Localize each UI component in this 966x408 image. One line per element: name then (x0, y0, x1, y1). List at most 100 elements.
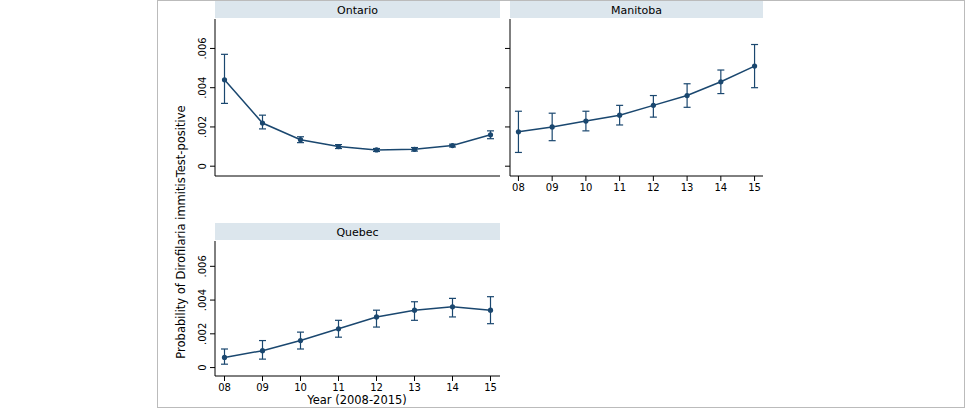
x-tick-label: 10 (580, 182, 593, 193)
marker (718, 79, 723, 84)
x-tick-label: 08 (512, 182, 525, 193)
y-tick (210, 48, 215, 49)
error-bar-cap (684, 83, 691, 84)
x-tick (754, 176, 755, 181)
error-bar (549, 113, 556, 140)
x-tick-label: 12 (647, 182, 660, 193)
error-bar (259, 115, 266, 129)
error-bar-cap (487, 130, 494, 131)
x-tick (490, 376, 491, 381)
marker (617, 113, 622, 118)
y-tick-label: .006 (197, 255, 208, 277)
panel: Quebec0.002.004.0060809101112131415 (197, 223, 500, 393)
marker (336, 326, 341, 331)
error-bar (751, 45, 758, 88)
error-bar (297, 137, 304, 143)
x-tick-label: 14 (446, 382, 459, 393)
x-tick (262, 376, 263, 381)
data-group (221, 297, 494, 365)
x-tick-label: 09 (546, 182, 559, 193)
chart: Ontario0.002.004.006Manitoba080910111213… (0, 0, 966, 408)
y-axis (215, 241, 216, 376)
error-bar-cap (221, 348, 228, 349)
y-tick (210, 126, 215, 127)
error-bar (259, 341, 266, 360)
error-bar-cap (259, 115, 266, 116)
y-tick (210, 266, 215, 267)
error-bar (411, 148, 418, 152)
y-tick (505, 166, 510, 167)
error-bar (411, 302, 418, 321)
x-tick (452, 376, 453, 381)
plot-area (510, 19, 763, 176)
marker (550, 124, 555, 129)
y-tick (210, 333, 215, 334)
x-tick-label: 12 (370, 382, 383, 393)
error-bar-cap (515, 152, 522, 153)
x-axis (215, 376, 500, 377)
x-axis-title: Year (2008-2015) (306, 393, 407, 407)
error-bar (449, 298, 456, 317)
x-tick-label: 15 (748, 182, 761, 193)
x-axis (215, 176, 500, 177)
marker (583, 118, 588, 123)
marker (298, 137, 303, 142)
marker (651, 103, 656, 108)
error-bar-cap (411, 320, 418, 321)
error-bar-cap (650, 117, 657, 118)
panel-title: Quebec (336, 226, 378, 239)
error-bar (221, 349, 228, 364)
x-tick-label: 13 (681, 182, 694, 193)
marker (222, 77, 227, 82)
error-bar (297, 332, 304, 349)
x-tick (687, 176, 688, 181)
x-axis (510, 176, 763, 177)
marker (336, 144, 341, 149)
error-bar (717, 70, 724, 94)
panel-header (215, 223, 500, 240)
x-tick (376, 376, 377, 381)
error-bar-cap (221, 364, 228, 365)
y-tick (505, 48, 510, 49)
x-tick (414, 376, 415, 381)
x-tick (300, 376, 301, 381)
panel-title: Ontario (337, 4, 378, 17)
error-bar-cap (487, 296, 494, 297)
y-tick (210, 87, 215, 88)
error-bar-cap (221, 54, 228, 55)
y-tick (505, 126, 510, 127)
figure-frame (158, 1, 965, 408)
error-bar-cap (297, 332, 304, 333)
data-group (515, 45, 758, 153)
x-tick (224, 376, 225, 381)
error-bar (373, 310, 380, 327)
error-bar (684, 84, 691, 108)
y-tick-label: .004 (197, 77, 208, 99)
error-bar (335, 145, 342, 149)
panel: Ontario0.002.004.006 (197, 1, 500, 176)
error-bar-cap (751, 44, 758, 45)
marker (488, 308, 493, 313)
error-bar-cap (549, 140, 556, 141)
y-tick-label: .002 (197, 116, 208, 138)
marker (516, 129, 521, 134)
error-bar (582, 111, 589, 131)
plot-area (215, 241, 500, 376)
error-bar-cap (487, 138, 494, 139)
data-group (221, 54, 494, 152)
marker (412, 308, 417, 313)
error-bar-cap (616, 105, 623, 106)
series-line (225, 307, 491, 358)
x-tick-label: 11 (613, 182, 626, 193)
series-line (225, 80, 491, 150)
x-tick-label: 11 (332, 382, 345, 393)
error-bar-cap (259, 359, 266, 360)
error-bar-cap (259, 340, 266, 341)
error-bar (616, 105, 623, 125)
y-tick (505, 87, 510, 88)
x-tick-label: 13 (408, 382, 421, 393)
y-tick-label: 0 (197, 364, 208, 370)
error-bar (487, 131, 494, 139)
y-tick (210, 367, 215, 368)
y-axis (215, 19, 216, 176)
